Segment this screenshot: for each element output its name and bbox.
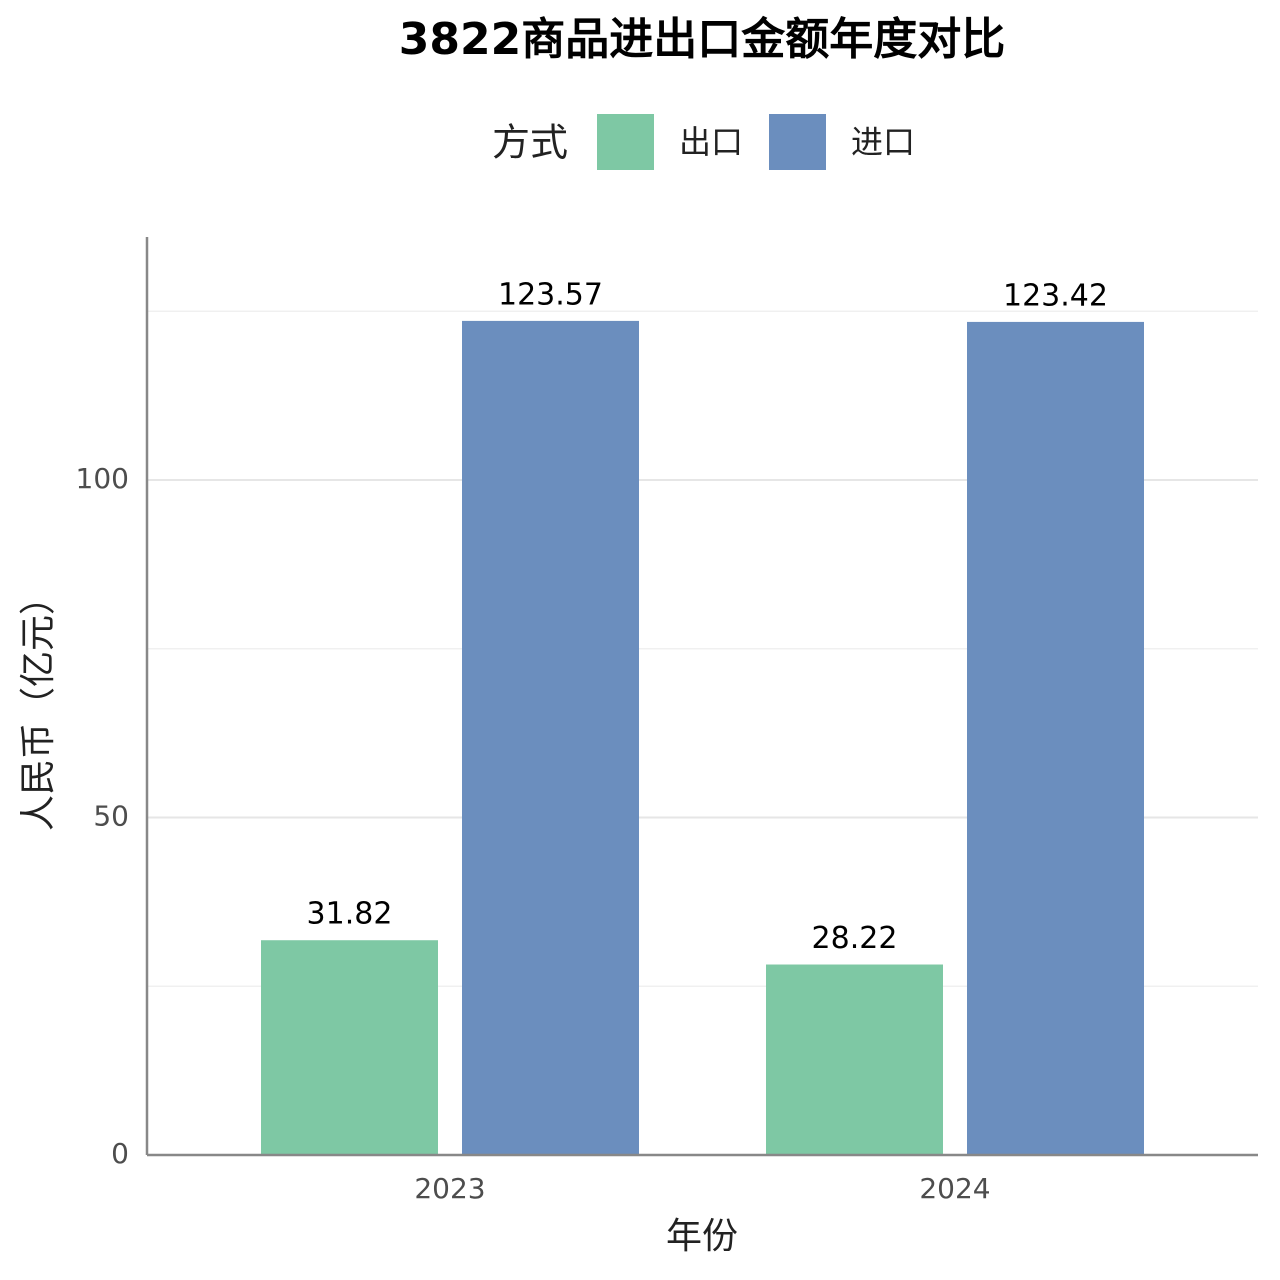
x-tick-label: 2024 (919, 1172, 990, 1205)
x-tick-label: 2023 (414, 1172, 485, 1205)
chart-title: 3822商品进出口金额年度对比 (399, 14, 1005, 65)
legend-label: 出口 (679, 123, 743, 161)
value-label: 28.22 (812, 921, 898, 956)
legend-swatch (597, 114, 654, 170)
y-tick-label: 100 (76, 462, 129, 495)
value-label: 123.42 (1003, 278, 1108, 313)
x-axis-label: 年份 (666, 1216, 738, 1257)
value-label: 123.57 (498, 277, 603, 312)
y-tick-label: 0 (111, 1137, 129, 1170)
legend-title: 方式 (492, 121, 568, 165)
y-axis-label: 人民币（亿元） (18, 579, 59, 831)
legend-swatch (769, 114, 826, 170)
bar (462, 320, 639, 1156)
legend-label: 进口 (851, 123, 915, 161)
bar (261, 940, 438, 1155)
value-label: 31.82 (307, 897, 393, 932)
bar (766, 964, 943, 1155)
y-tick-label: 50 (93, 800, 129, 833)
bar (967, 321, 1144, 1155)
